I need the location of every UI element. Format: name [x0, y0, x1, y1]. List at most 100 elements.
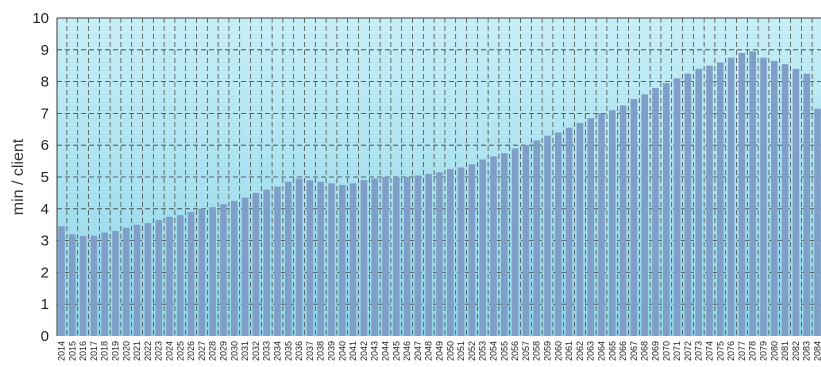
bar-2024 [166, 216, 173, 336]
x-tick-label-2015: 2015 [67, 341, 77, 361]
bar-2048 [425, 173, 432, 336]
x-tick-label-2083: 2083 [802, 341, 812, 361]
x-tick-label-2073: 2073 [694, 341, 704, 361]
bar-2073 [695, 68, 702, 336]
bar-2060 [555, 132, 562, 336]
x-tick-label-2066: 2066 [618, 341, 628, 361]
x-tick-label-2050: 2050 [445, 341, 455, 361]
bar-2052 [468, 164, 476, 336]
bar-2027 [198, 208, 206, 336]
bar-2038 [317, 181, 324, 336]
x-tick-label-2042: 2042 [359, 341, 369, 361]
bar-2037 [306, 180, 314, 336]
bar-2084 [814, 108, 821, 336]
bar-2016 [79, 235, 87, 336]
y-tick-label-6: 6 [41, 137, 49, 154]
y-tick-label-8: 8 [41, 74, 49, 91]
x-tick-label-2016: 2016 [78, 341, 88, 361]
x-tick-label-2081: 2081 [780, 341, 790, 361]
x-tick-label-2055: 2055 [499, 341, 509, 361]
x-tick-label-2052: 2052 [467, 341, 477, 361]
x-tick-label-2032: 2032 [251, 341, 261, 361]
y-tick-label-1: 1 [41, 296, 49, 313]
bar-2018 [101, 232, 108, 336]
bar-2080 [771, 60, 778, 337]
y-tick-label-4: 4 [41, 201, 49, 218]
x-tick-label-2059: 2059 [543, 341, 553, 361]
bar-2071 [673, 78, 681, 337]
x-tick-label-2068: 2068 [640, 341, 650, 361]
bar-2035 [285, 181, 292, 336]
bar-2065 [609, 110, 616, 336]
bar-2049 [436, 172, 443, 336]
bar-2026 [187, 211, 195, 336]
x-tick-label-2069: 2069 [651, 341, 661, 361]
bar-2076 [727, 57, 735, 336]
x-tick-label-2020: 2020 [121, 341, 131, 361]
bar-2015 [69, 234, 76, 336]
bar-2068 [641, 94, 648, 336]
x-tick-label-2031: 2031 [240, 341, 250, 361]
bar-2059 [544, 135, 551, 336]
x-tick-label-2071: 2071 [672, 341, 682, 361]
bar-2031 [241, 197, 249, 336]
bar-2032 [252, 192, 260, 336]
x-axis-ticks: 2014 2015 2016 2017 2018 2019 2020 2021 2022 2023… [57, 341, 821, 361]
bar-2022 [144, 223, 152, 336]
bar-2019 [112, 231, 119, 336]
x-tick-label-2077: 2077 [737, 341, 747, 361]
bar-2079 [760, 57, 767, 336]
bar-2075 [717, 62, 724, 337]
x-tick-label-2054: 2054 [489, 341, 499, 361]
bar-2055 [501, 153, 508, 336]
x-tick-label-2030: 2030 [229, 341, 239, 361]
x-tick-label-2058: 2058 [532, 341, 542, 361]
bar-2081 [781, 64, 789, 337]
bar-2050 [447, 169, 454, 336]
x-tick-label-2018: 2018 [100, 341, 110, 361]
bars [58, 51, 821, 337]
x-tick-label-2034: 2034 [273, 341, 283, 361]
bar-2064 [598, 113, 605, 337]
x-tick-label-2038: 2038 [316, 341, 326, 361]
y-tick-label-10: 10 [32, 10, 49, 27]
x-tick-label-2019: 2019 [111, 341, 121, 361]
x-tick-label-2082: 2082 [791, 341, 801, 361]
x-tick-label-2076: 2076 [726, 341, 736, 361]
x-tick-label-2079: 2079 [759, 341, 769, 361]
bar-2053 [479, 159, 486, 336]
x-tick-label-2060: 2060 [553, 341, 563, 361]
x-tick-label-2046: 2046 [402, 341, 412, 361]
bar-2078 [749, 51, 756, 336]
bar-2067 [630, 99, 638, 336]
x-tick-label-2036: 2036 [294, 341, 304, 361]
bar-2082 [792, 68, 800, 336]
bar-2020 [123, 227, 130, 336]
x-tick-label-2064: 2064 [597, 341, 607, 361]
x-tick-label-2022: 2022 [143, 341, 153, 361]
bar-2056 [511, 148, 519, 336]
x-tick-label-2023: 2023 [154, 341, 164, 361]
y-tick-label-9: 9 [41, 42, 49, 59]
x-tick-label-2039: 2039 [327, 341, 337, 361]
x-tick-label-2045: 2045 [391, 341, 401, 361]
x-tick-label-2078: 2078 [748, 341, 758, 361]
bar-2083 [803, 73, 810, 337]
bar-2043 [371, 178, 378, 336]
x-tick-label-2080: 2080 [769, 341, 779, 361]
x-tick-label-2072: 2072 [683, 341, 693, 361]
bar-2061 [565, 127, 573, 337]
y-tick-label-5: 5 [41, 169, 49, 186]
bar-2058 [533, 140, 540, 336]
x-tick-label-2074: 2074 [705, 341, 715, 361]
x-tick-label-2033: 2033 [262, 341, 272, 361]
x-tick-label-2026: 2026 [186, 341, 196, 361]
x-tick-label-2047: 2047 [413, 341, 423, 361]
bar-2029 [220, 204, 227, 336]
x-tick-label-2014: 2014 [57, 341, 67, 361]
bar-2074 [706, 65, 713, 336]
x-tick-label-2084: 2084 [813, 341, 821, 361]
bar-2036 [295, 178, 303, 336]
bar-2033 [263, 189, 270, 336]
bar-2069 [652, 87, 659, 337]
